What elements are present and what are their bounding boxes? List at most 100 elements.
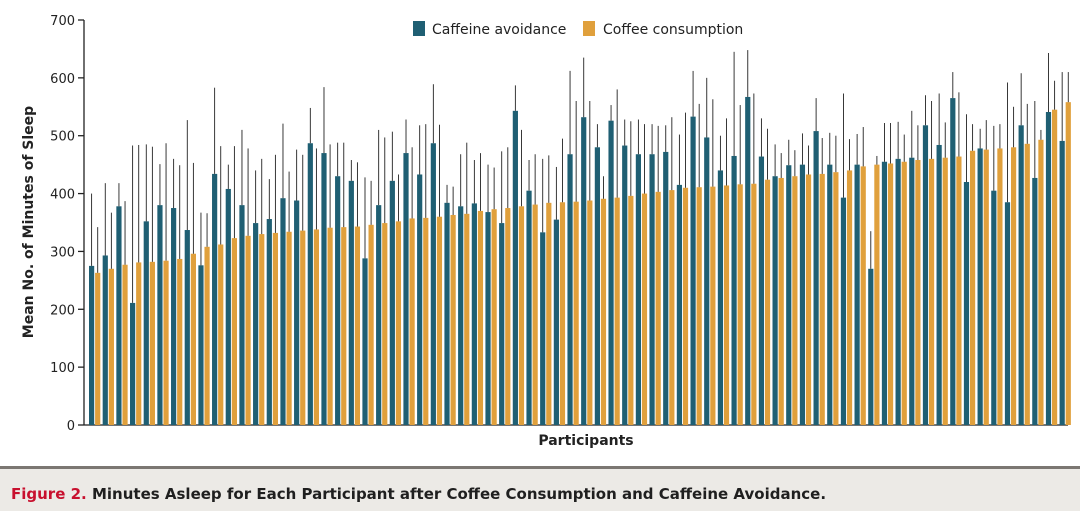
coffee-consumption-bar bbox=[341, 227, 347, 425]
caffeine-avoidance-bar bbox=[499, 223, 505, 425]
caffeine-avoidance-bar bbox=[157, 205, 163, 425]
legend-swatch-caffeine-avoidance bbox=[413, 21, 425, 36]
caffeine-avoidance-bar bbox=[540, 232, 546, 425]
caffeine-avoidance-bar bbox=[567, 154, 573, 425]
figure-number: Figure 2. bbox=[11, 485, 87, 503]
caffeine-avoidance-bar bbox=[909, 157, 915, 425]
coffee-consumption-bar bbox=[259, 234, 265, 425]
coffee-consumption-bar bbox=[573, 201, 579, 425]
y-axis-label: Mean No. of Minutes of Sleep bbox=[21, 106, 37, 338]
caffeine-avoidance-bar bbox=[444, 202, 450, 425]
caffeine-avoidance-bar bbox=[827, 164, 833, 425]
coffee-consumption-bar bbox=[956, 156, 962, 426]
coffee-consumption-bar bbox=[983, 149, 989, 425]
caffeine-avoidance-bar bbox=[184, 230, 190, 425]
coffee-consumption-bar bbox=[423, 217, 429, 425]
x-axis-label: Participants bbox=[538, 433, 633, 449]
caffeine-avoidance-bar bbox=[485, 212, 491, 425]
coffee-consumption-bar bbox=[1038, 139, 1044, 425]
caffeine-avoidance-bar bbox=[1059, 140, 1065, 425]
caffeine-avoidance-bar bbox=[799, 164, 806, 425]
coffee-consumption-bar bbox=[95, 272, 101, 425]
y-tick-label: 100 bbox=[50, 361, 75, 376]
caffeine-avoidance-bar bbox=[594, 147, 600, 426]
caffeine-avoidance-bar bbox=[280, 198, 286, 425]
caffeine-avoidance-bar bbox=[608, 120, 614, 426]
caffeine-avoidance-bar bbox=[772, 176, 778, 425]
coffee-consumption-bar bbox=[532, 204, 538, 425]
caffeine-avoidance-bar bbox=[417, 174, 423, 425]
coffee-consumption-bar bbox=[1010, 147, 1017, 426]
coffee-consumption-bar bbox=[860, 166, 866, 425]
coffee-consumption-bar bbox=[327, 227, 333, 425]
coffee-consumption-bar bbox=[190, 253, 196, 425]
coffee-consumption-bar bbox=[395, 221, 402, 425]
figure-caption-bar: Figure 2. Minutes Asleep for Each Partic… bbox=[0, 466, 1080, 511]
caffeine-avoidance-bar bbox=[253, 223, 259, 425]
coffee-consumption-bar bbox=[382, 223, 388, 425]
caffeine-avoidance-bar bbox=[840, 197, 847, 425]
legend-label-coffee-consumption: Coffee consumption bbox=[603, 22, 743, 38]
coffee-consumption-bar bbox=[723, 185, 730, 425]
caffeine-avoidance-bar bbox=[239, 205, 245, 425]
coffee-consumption-bar bbox=[833, 172, 839, 425]
caffeine-avoidance-bar bbox=[198, 265, 204, 425]
caffeine-avoidance-bar bbox=[376, 205, 382, 425]
y-tick-label: 300 bbox=[50, 245, 75, 260]
coffee-consumption-bar bbox=[368, 224, 374, 425]
caffeine-avoidance-bar bbox=[936, 144, 942, 425]
caffeine-avoidance-bar bbox=[294, 200, 300, 425]
coffee-consumption-bar bbox=[874, 164, 880, 425]
coffee-consumption-bar bbox=[286, 231, 292, 425]
caffeine-avoidance-bar bbox=[663, 151, 669, 425]
caffeine-avoidance-bar bbox=[895, 158, 901, 425]
coffee-consumption-bar bbox=[409, 218, 415, 425]
caffeine-avoidance-bar bbox=[212, 173, 218, 425]
coffee-consumption-bar bbox=[915, 160, 921, 425]
y-tick-label: 200 bbox=[50, 303, 75, 318]
bar-chart: 0 100 200 300 400 500 600 700 Caffeine avoidanc… bbox=[21, 14, 1071, 449]
coffee-consumption-bar bbox=[969, 150, 976, 425]
coffee-consumption-bar bbox=[108, 268, 114, 425]
caffeine-avoidance-bar bbox=[868, 268, 874, 425]
coffee-consumption-bar bbox=[518, 206, 525, 425]
caffeine-avoidance-bar bbox=[89, 265, 95, 425]
coffee-consumption-bar bbox=[846, 170, 853, 425]
caffeine-avoidance-bar bbox=[950, 98, 956, 425]
coffee-consumption-bar bbox=[655, 191, 661, 425]
coffee-consumption-bar bbox=[696, 187, 702, 425]
legend-label-caffeine-avoidance: Caffeine avoidance bbox=[432, 22, 566, 38]
caffeine-avoidance-bar bbox=[649, 154, 655, 425]
caffeine-avoidance-bar bbox=[171, 208, 177, 425]
coffee-consumption-bar bbox=[1024, 143, 1030, 426]
coffee-consumption-bar bbox=[505, 208, 511, 425]
caffeine-avoidance-bar bbox=[1004, 202, 1011, 425]
caffeine-avoidance-bar bbox=[1045, 111, 1052, 425]
caffeine-avoidance-bar bbox=[471, 203, 477, 425]
caffeine-avoidance-bar bbox=[362, 258, 368, 425]
caffeine-avoidance-bar bbox=[717, 170, 724, 425]
y-tick-label: 400 bbox=[50, 188, 75, 203]
caffeine-avoidance-bar bbox=[389, 180, 395, 425]
caffeine-avoidance-bar bbox=[1018, 125, 1024, 426]
coffee-consumption-bar bbox=[177, 258, 183, 425]
caffeine-avoidance-bar bbox=[526, 190, 532, 425]
caffeine-avoidance-bar bbox=[321, 153, 327, 426]
coffee-consumption-bar bbox=[163, 260, 169, 425]
caffeine-avoidance-bar bbox=[854, 164, 860, 425]
coffee-consumption-bar bbox=[559, 202, 566, 425]
coffee-consumption-bar bbox=[600, 198, 607, 425]
coffee-consumption-bar bbox=[997, 148, 1003, 425]
coffee-consumption-bar bbox=[300, 230, 306, 425]
coffee-consumption-bar bbox=[942, 157, 948, 425]
caffeine-avoidance-bar bbox=[403, 153, 409, 426]
y-tick-label: 700 bbox=[50, 14, 75, 29]
caffeine-avoidance-bar bbox=[731, 155, 737, 425]
coffee-consumption-bar bbox=[477, 210, 484, 425]
caffeine-avoidance-bar bbox=[225, 188, 231, 425]
caffeine-avoidance-bar bbox=[622, 145, 628, 426]
coffee-consumption-bar bbox=[354, 226, 361, 425]
caffeine-avoidance-bar bbox=[922, 125, 929, 426]
coffee-consumption-bar bbox=[628, 195, 634, 425]
coffee-consumption-bar bbox=[313, 229, 320, 425]
